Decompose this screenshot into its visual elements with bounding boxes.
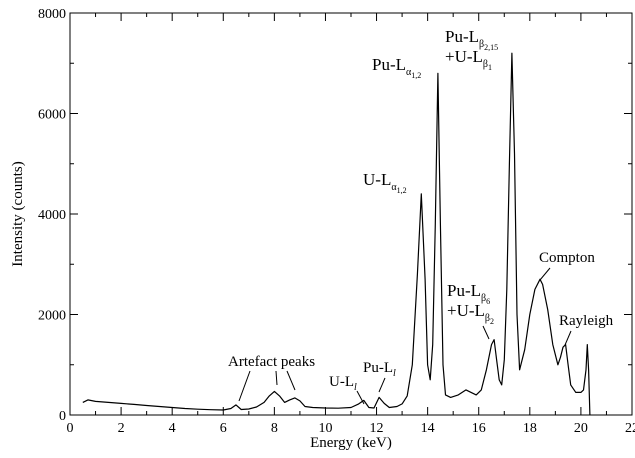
annotation-pu-l-beta-6: Pu-Lβ6 <box>447 281 490 306</box>
x-tick-label: 20 <box>574 421 588 436</box>
annotation-pu-ll: Pu-Ll <box>363 360 396 379</box>
x-axis-label: Energy (keV) <box>310 435 392 451</box>
x-tick-label: 12 <box>370 421 384 436</box>
arrow-pu-l-beta-6 <box>482 325 490 340</box>
x-tick-label: 22 <box>625 421 635 436</box>
peak-annotations: Artefact peaks U-Ll Pu-Ll U-Lα1,2 Pu-Lα1… <box>228 27 614 405</box>
x-tick-label: 8 <box>271 421 278 436</box>
arrow-pu-ll <box>378 377 386 393</box>
spectrum-series-line <box>82 52 591 416</box>
annotation-artefact-peaks: Artefact peaks <box>228 354 315 370</box>
annotation-u-l-beta-2: +U-Lβ2 <box>447 301 494 326</box>
y-tick-label: 6000 <box>38 108 66 123</box>
arrow-rayleigh <box>564 330 572 346</box>
plot-frame <box>69 12 633 416</box>
arrow-u-ll <box>356 390 365 405</box>
arrow-artefact-3 <box>286 370 296 391</box>
x-tick-label: 18 <box>523 421 537 436</box>
arrow-artefact-2 <box>275 370 278 386</box>
x-tick-label: 0 <box>67 421 74 436</box>
annotation-u-ll: U-Ll <box>329 374 357 393</box>
annotation-compton: Compton <box>539 250 595 266</box>
x-tick-label: 16 <box>472 421 486 436</box>
y-tick-label: 4000 <box>38 208 66 223</box>
annotation-pu-l-alpha: Pu-Lα1,2 <box>372 55 421 80</box>
annotation-rayleigh: Rayleigh <box>559 313 614 329</box>
axis-ticks <box>69 12 633 416</box>
x-tick-label: 4 <box>169 421 176 436</box>
annotation-u-l-alpha: U-Lα1,2 <box>363 170 407 195</box>
x-tick-label: 2 <box>118 421 125 436</box>
x-tick-label: 6 <box>220 421 227 436</box>
y-tick-label: 0 <box>59 409 66 424</box>
y-tick-label: 8000 <box>38 7 66 22</box>
y-axis-label: Intensity (counts) <box>10 161 26 266</box>
tick-labels: 0 2 4 6 8 10 12 14 16 18 20 22 0 2000 4000 6000 8000 <box>38 7 635 436</box>
x-tick-label: 10 <box>318 421 332 436</box>
arrow-compton <box>539 267 551 281</box>
arrow-artefact-1 <box>238 370 251 402</box>
y-tick-label: 2000 <box>38 309 66 324</box>
x-tick-label: 14 <box>421 421 435 436</box>
annotation-u-l-beta-1: +U-Lβ1 <box>445 47 492 72</box>
annotation-pu-l-beta-2-15: Pu-Lβ2,15 <box>445 27 498 52</box>
